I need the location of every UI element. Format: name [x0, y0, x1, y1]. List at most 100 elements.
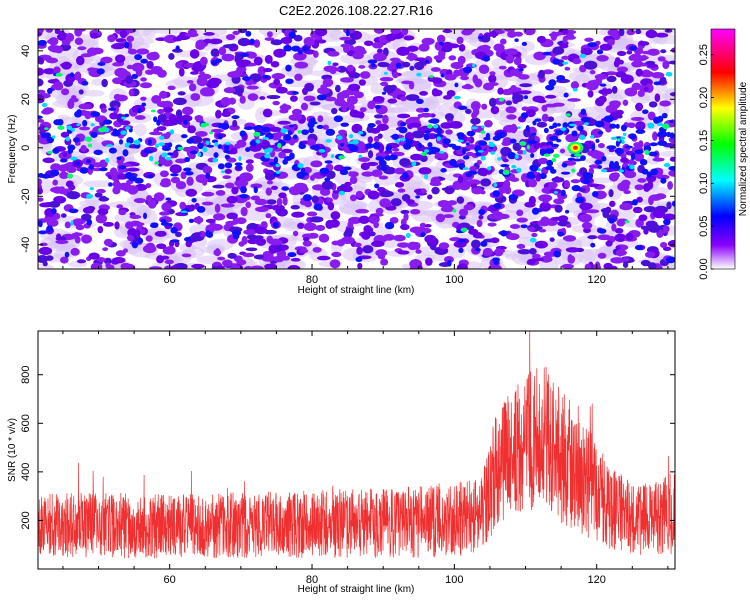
- heatmap-cell: [406, 56, 417, 60]
- heatmap-cell: [191, 197, 197, 203]
- heatmap-cell: [232, 119, 238, 128]
- heatmap-cell: [478, 209, 486, 216]
- heatmap-cell: [605, 240, 613, 247]
- colorbar-tick-label: 0.20: [698, 87, 710, 108]
- heatmap-cell: [87, 143, 93, 148]
- heatmap-cell: [596, 49, 604, 55]
- heatmap-cell: [67, 173, 74, 179]
- heatmap-cell: [609, 200, 616, 207]
- heatmap-cell: [74, 71, 82, 81]
- heatmap-cell: [294, 61, 309, 69]
- heatmap-cell: [623, 189, 631, 195]
- heatmap-cell: [181, 253, 192, 258]
- heatmap-cell: [212, 184, 225, 189]
- heatmap-cell: [552, 102, 565, 107]
- heatmap-cell: [423, 133, 430, 141]
- heatmap-cell: [367, 123, 376, 128]
- heatmap-cell: [617, 138, 621, 142]
- heatmap-cell: [211, 265, 218, 269]
- heatmap-cell: [508, 86, 522, 93]
- heatmap-cell: [611, 164, 621, 169]
- heatmap-cell: [359, 107, 367, 113]
- heatmap-cell: [497, 87, 504, 95]
- heatmap-cell: [418, 167, 432, 175]
- heatmap-cell: [112, 77, 123, 85]
- heatmap-cell: [172, 149, 179, 158]
- heatmap-cell: [108, 182, 113, 187]
- heatmap-cell: [640, 225, 649, 231]
- figure-title: C2E2.2026.108.22.27.R16: [279, 3, 433, 18]
- heatmap-cell: [160, 221, 169, 226]
- heatmap-cell: [651, 72, 665, 79]
- heatmap-cell: [376, 123, 389, 131]
- colorbar-frame: [710, 28, 736, 270]
- heatmap-cell: [649, 142, 658, 147]
- heatmap-ytick-label: 20: [20, 93, 32, 105]
- heatmap-cell: [456, 132, 465, 138]
- heatmap-cell: [556, 75, 566, 81]
- heatmap-cell: [165, 156, 172, 161]
- heatmap-cell: [621, 139, 625, 145]
- heatmap-cell: [215, 190, 226, 196]
- heatmap-cell: [518, 90, 532, 95]
- heatmap-cell: [88, 164, 95, 170]
- heatmap-cell: [357, 130, 364, 135]
- heatmap-cell: [361, 171, 374, 177]
- heatmap-cell: [133, 139, 141, 145]
- heatmap-cell: [249, 140, 258, 147]
- heatmap-cell: [518, 68, 524, 72]
- heatmap-cell: [118, 139, 124, 145]
- heatmap-cell: [294, 73, 303, 81]
- heatmap-cell: [321, 180, 334, 190]
- heatmap-cell: [383, 71, 388, 75]
- heatmap-cell: [168, 113, 178, 124]
- heatmap-cell: [482, 55, 491, 62]
- heatmap-cell: [465, 108, 472, 115]
- heatmap-cell: [197, 142, 204, 150]
- heatmap-cell: [505, 253, 518, 260]
- heatmap-cell: [616, 50, 627, 57]
- heatmap-cell: [629, 164, 635, 170]
- heatmap-cell: [419, 222, 427, 229]
- heatmap-cell: [60, 131, 70, 138]
- heatmap-cell: [498, 97, 504, 102]
- heatmap-cell: [257, 66, 266, 76]
- heatmap-cell: [603, 115, 614, 123]
- heatmap-cell: [38, 246, 53, 255]
- heatmap-cell: [88, 252, 100, 260]
- heatmap-cell: [553, 250, 562, 258]
- heatmap-cell: [74, 161, 81, 166]
- heatmap-cell: [610, 257, 625, 264]
- heatmap-cell: [481, 103, 488, 110]
- heatmap-cell: [644, 149, 650, 155]
- heatmap-cell: [365, 227, 374, 233]
- snr-series-line: [38, 331, 675, 559]
- heatmap-cell: [325, 138, 332, 143]
- heatmap-cell: [253, 186, 258, 194]
- heatmap-cell: [270, 60, 280, 68]
- heatmap-cell: [56, 233, 62, 240]
- heatmap-cell: [309, 216, 324, 223]
- heatmap-cell: [158, 142, 166, 147]
- heatmap-cell: [142, 244, 157, 254]
- heatmap-cell: [488, 143, 496, 148]
- heatmap-cell: [460, 227, 468, 232]
- heatmap-cell: [620, 124, 627, 132]
- heatmap-cell: [292, 230, 299, 237]
- heatmap-cell: [42, 107, 54, 114]
- heatmap-cell: [449, 237, 462, 242]
- heatmap-cell: [175, 61, 184, 69]
- heatmap-cell: [38, 29, 44, 33]
- heatmap-cell: [316, 124, 324, 129]
- heatmap-cell: [96, 68, 105, 75]
- heatmap-cell: [255, 139, 261, 144]
- heatmap-cell: [480, 240, 488, 247]
- heatmap-cell: [134, 229, 141, 239]
- heatmap-cell: [325, 128, 336, 136]
- heatmap-cell: [397, 188, 406, 193]
- heatmap-cell: [275, 163, 281, 168]
- heatmap-cell: [57, 119, 64, 126]
- heatmap-cell: [220, 122, 230, 130]
- heatmap-cell: [38, 39, 47, 46]
- heatmap-cell: [587, 90, 594, 98]
